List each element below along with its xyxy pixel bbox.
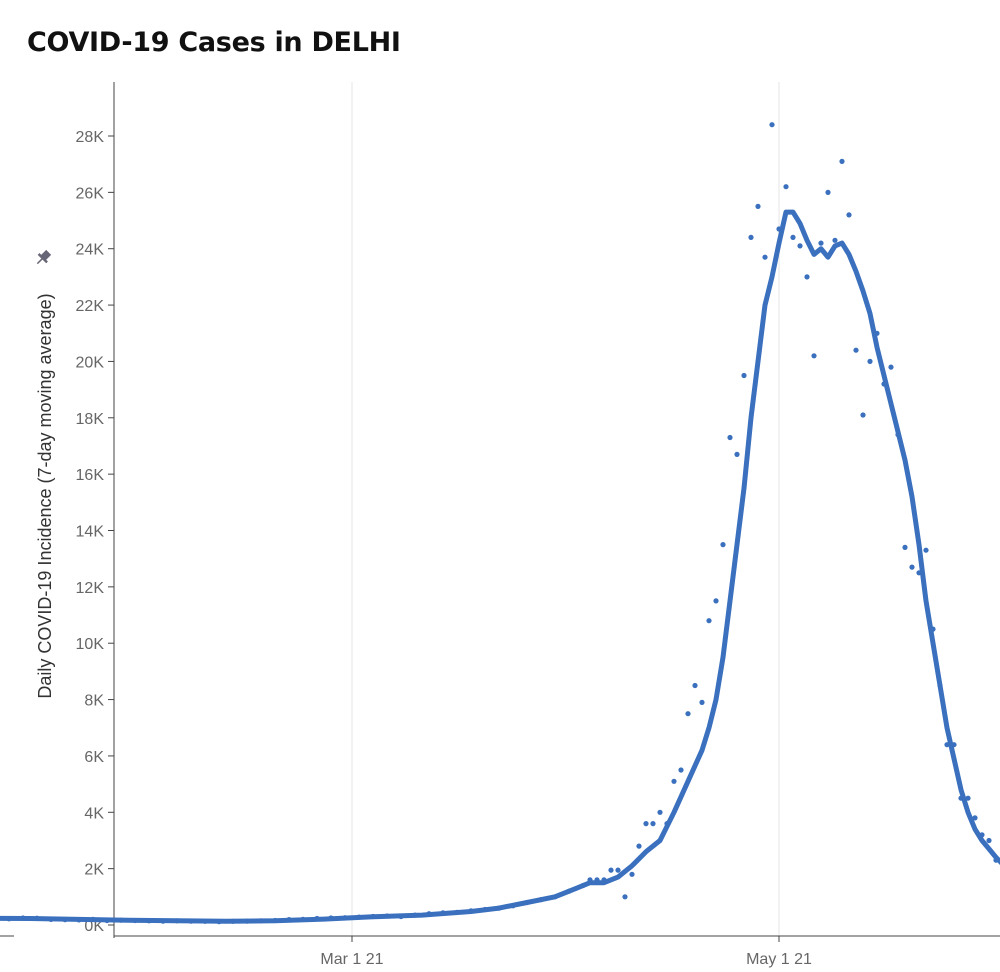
daily-point bbox=[769, 122, 775, 128]
daily-point bbox=[615, 867, 621, 873]
daily-point bbox=[783, 184, 789, 190]
y-tick-label: 20K bbox=[76, 354, 105, 371]
daily-point bbox=[818, 240, 824, 246]
moving-average-line bbox=[0, 209, 1000, 924]
y-axis-label: Daily COVID-19 Incidence (7-day moving a… bbox=[35, 293, 55, 698]
x-tick-label: Mar 1 21 bbox=[320, 951, 383, 968]
daily-point bbox=[706, 618, 712, 624]
y-ticks: 0K 2K 4K 6K 8K 10K 12K 14K 16K 18K 20K 22K 24K 26K 28K bbox=[76, 129, 114, 935]
daily-point bbox=[741, 372, 747, 379]
daily-point bbox=[720, 542, 726, 548]
y-tick-label: 22K bbox=[76, 298, 105, 315]
y-tick-label: 8K bbox=[84, 693, 104, 710]
daily-point bbox=[608, 867, 614, 873]
daily-point bbox=[636, 843, 642, 849]
daily-point bbox=[699, 699, 705, 706]
daily-point bbox=[832, 237, 838, 243]
y-tick-label: 2K bbox=[84, 862, 104, 879]
y-tick-label: 0K bbox=[84, 918, 104, 935]
daily-point bbox=[692, 682, 698, 689]
daily-point bbox=[923, 547, 929, 553]
y-tick-label: 28K bbox=[76, 129, 105, 146]
daily-point bbox=[748, 234, 754, 240]
daily-point bbox=[972, 815, 978, 821]
y-tick-label: 24K bbox=[76, 242, 105, 259]
daily-point bbox=[888, 364, 894, 370]
x-tick-label: May 1 21 bbox=[746, 951, 812, 968]
daily-point bbox=[629, 871, 635, 877]
daily-point bbox=[839, 158, 845, 164]
daily-point bbox=[790, 234, 796, 240]
daily-point bbox=[825, 189, 831, 195]
y-tick-label: 26K bbox=[76, 185, 105, 202]
daily-point bbox=[867, 358, 873, 364]
daily-point bbox=[678, 767, 684, 773]
daily-point bbox=[762, 254, 768, 260]
daily-point bbox=[804, 274, 810, 280]
daily-point bbox=[846, 212, 852, 218]
daily-point bbox=[811, 353, 817, 359]
daily-point bbox=[853, 347, 859, 353]
daily-point bbox=[734, 451, 740, 457]
daily-point bbox=[965, 795, 971, 801]
y-tick-label: 10K bbox=[76, 636, 105, 653]
y-tick-label: 14K bbox=[76, 524, 105, 541]
grid-layer bbox=[351, 82, 780, 936]
daily-point bbox=[713, 598, 719, 604]
daily-point bbox=[650, 821, 656, 827]
x-ticks: Mar 1 21 May 1 21 bbox=[320, 936, 812, 968]
pin-icon[interactable] bbox=[33, 248, 53, 268]
daily-point bbox=[860, 412, 866, 418]
daily-point bbox=[986, 837, 992, 844]
daily-point bbox=[755, 203, 761, 209]
daily-point bbox=[727, 434, 733, 441]
daily-point bbox=[643, 821, 649, 827]
daily-point bbox=[657, 809, 663, 815]
chart-title: COVID-19 Cases in DELHI bbox=[27, 27, 401, 58]
y-tick-label: 16K bbox=[76, 467, 105, 484]
daily-point bbox=[797, 243, 803, 249]
daily-points bbox=[6, 122, 999, 925]
daily-point bbox=[671, 778, 677, 784]
y-tick-label: 4K bbox=[84, 805, 104, 822]
daily-point bbox=[622, 894, 628, 900]
y-tick-label: 12K bbox=[76, 580, 105, 597]
y-tick-label: 18K bbox=[76, 411, 105, 428]
daily-point bbox=[902, 544, 908, 551]
daily-point bbox=[909, 564, 915, 570]
daily-point bbox=[685, 711, 691, 717]
y-tick-label: 6K bbox=[84, 749, 104, 766]
